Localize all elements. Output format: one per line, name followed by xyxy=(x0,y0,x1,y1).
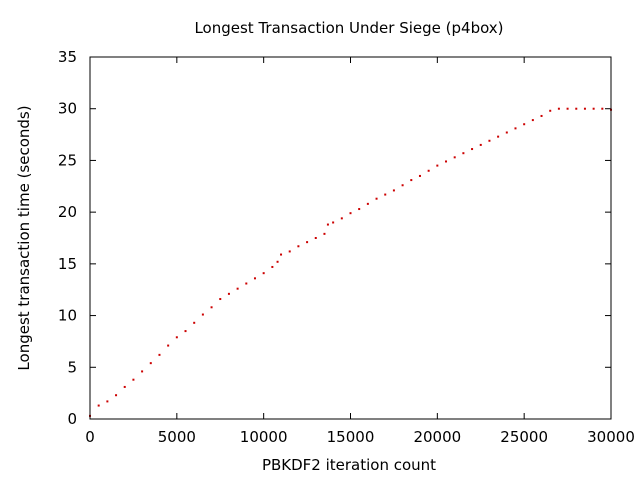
data-point xyxy=(566,107,569,110)
data-point xyxy=(193,321,196,324)
chart-title: Longest Transaction Under Siege (p4box) xyxy=(194,19,503,37)
data-point xyxy=(262,272,265,275)
data-point xyxy=(453,156,456,159)
data-point xyxy=(97,404,100,407)
data-point xyxy=(523,123,526,126)
x-tick-label: 15000 xyxy=(327,428,375,446)
data-point xyxy=(245,282,248,285)
data-point xyxy=(132,378,135,381)
axis-ticks: 0 5000 10000 15000 20000 25000 30000 0 5 10 15 20 25… xyxy=(58,48,635,446)
x-tick-label: 10000 xyxy=(240,428,288,446)
data-point xyxy=(167,344,170,347)
data-point xyxy=(583,107,586,110)
data-point xyxy=(326,223,329,226)
data-point xyxy=(479,143,482,146)
data-point xyxy=(306,241,309,244)
x-tick-label: 30000 xyxy=(587,428,635,446)
data-point xyxy=(297,245,300,248)
data-point xyxy=(549,109,552,112)
y-tick-label: 25 xyxy=(58,151,77,169)
data-point xyxy=(358,208,361,211)
data-point xyxy=(280,253,283,256)
plot-frame xyxy=(89,56,612,420)
data-point xyxy=(158,353,161,356)
data-point xyxy=(601,107,604,110)
data-point xyxy=(219,298,222,301)
data-point xyxy=(115,394,118,397)
data-point xyxy=(210,306,213,309)
data-point xyxy=(497,135,500,138)
y-tick-label: 15 xyxy=(58,255,77,273)
y-tick-label: 0 xyxy=(67,410,77,428)
x-tick-label: 5000 xyxy=(158,428,196,446)
data-point xyxy=(401,184,404,187)
data-point xyxy=(253,277,256,280)
data-point xyxy=(332,221,335,224)
data-point xyxy=(445,160,448,163)
data-point xyxy=(323,232,326,235)
y-tick-label: 20 xyxy=(58,203,77,221)
data-points xyxy=(89,107,612,417)
data-point xyxy=(418,174,421,177)
data-point xyxy=(149,362,152,365)
y-axis-label: Longest transaction time (seconds) xyxy=(15,105,33,370)
x-axis-label: PBKDF2 iteration count xyxy=(262,456,436,474)
y-tick-label: 10 xyxy=(58,307,77,325)
data-point xyxy=(557,107,560,110)
data-point xyxy=(592,107,595,110)
data-point xyxy=(201,313,204,316)
data-point xyxy=(375,197,378,200)
data-point xyxy=(531,119,534,122)
data-point xyxy=(349,212,352,215)
data-point xyxy=(236,287,239,290)
y-tick-label: 35 xyxy=(58,48,77,66)
data-point xyxy=(106,400,109,403)
data-point xyxy=(488,139,491,142)
x-tick-label: 25000 xyxy=(500,428,548,446)
data-point xyxy=(514,127,517,130)
x-tick-label: 20000 xyxy=(413,428,461,446)
data-point xyxy=(366,202,369,205)
data-point xyxy=(227,292,230,295)
data-point xyxy=(575,107,578,110)
data-point xyxy=(141,370,144,373)
data-point xyxy=(314,237,317,239)
data-point xyxy=(436,164,439,167)
data-point xyxy=(410,179,413,182)
data-point xyxy=(271,265,274,268)
data-point xyxy=(276,260,279,263)
x-tick-label: 0 xyxy=(85,428,95,446)
data-point xyxy=(340,217,343,220)
data-point xyxy=(184,330,187,333)
data-point xyxy=(427,169,430,172)
data-point xyxy=(175,336,178,339)
data-point xyxy=(123,385,126,388)
data-point xyxy=(462,152,465,155)
y-tick-label: 5 xyxy=(67,358,77,376)
data-point xyxy=(384,193,387,196)
data-point xyxy=(540,114,543,117)
y-tick-label: 30 xyxy=(58,100,77,118)
data-point xyxy=(392,189,395,192)
data-point xyxy=(471,148,474,151)
data-point xyxy=(505,131,508,134)
data-point xyxy=(288,250,291,253)
